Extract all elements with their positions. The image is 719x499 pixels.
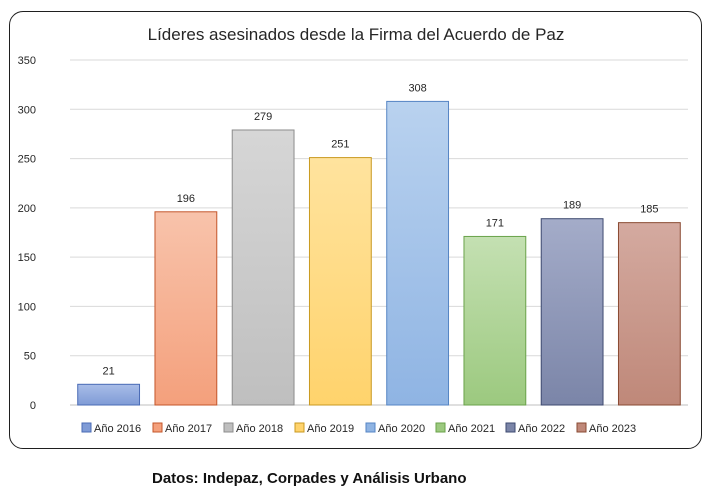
bar-a-o-2020 [386, 100, 450, 406]
legend-swatch [81, 422, 92, 433]
chart-title: Líderes asesinados desde la Firma del Ac… [148, 25, 565, 44]
legend-label: Año 2018 [236, 423, 283, 435]
y-tick-label: 350 [18, 55, 36, 67]
bars [77, 100, 681, 406]
data-label: 196 [177, 193, 195, 205]
data-label: 189 [563, 200, 581, 212]
bar-a-o-2019 [308, 157, 372, 406]
legend: Año 2016 Año 2017 Año 2018 Año 2019 Año 2020… [81, 422, 636, 435]
legend-swatch [152, 422, 163, 433]
legend-label: Año 2023 [589, 423, 636, 435]
data-label: 21 [103, 365, 115, 377]
legend-swatch [505, 422, 516, 433]
y-axis-ticks: 0 50 100 150 200 250 300 350 [18, 55, 36, 412]
data-label: 171 [486, 217, 504, 229]
bar-a-o-2016 [77, 383, 141, 406]
source-note: Datos: Indepaz, Corpades y Análisis Urba… [152, 470, 467, 487]
y-tick-label: 300 [18, 104, 36, 116]
legend-label: Año 2017 [165, 423, 212, 435]
y-tick-label: 200 [18, 203, 36, 215]
legend-swatch [294, 422, 305, 433]
bar-a-o-2017 [154, 211, 218, 406]
bar-a-o-2023 [617, 222, 681, 406]
legend-swatch [223, 422, 234, 433]
legend-label: Año 2019 [307, 423, 354, 435]
legend-label: Año 2016 [94, 423, 141, 435]
y-tick-label: 50 [24, 351, 36, 363]
legend-label: Año 2020 [378, 423, 425, 435]
legend-swatch [435, 422, 446, 433]
data-label: 185 [640, 204, 658, 216]
y-tick-label: 0 [30, 400, 36, 412]
data-label: 279 [254, 111, 272, 123]
y-tick-label: 150 [18, 252, 36, 264]
data-label: 308 [408, 82, 426, 94]
legend-label: Año 2021 [448, 423, 495, 435]
bar-chart: Líderes asesinados desde la Firma del Ac… [18, 25, 688, 435]
y-tick-label: 250 [18, 154, 36, 166]
data-label: 251 [331, 139, 349, 151]
legend-swatch [576, 422, 587, 433]
bar-a-o-2021 [463, 235, 527, 406]
bar-a-o-2022 [540, 218, 604, 406]
data-labels: 21 196 279 251 308 171 189 185 [103, 82, 659, 377]
y-tick-label: 100 [18, 301, 36, 313]
legend-swatch [365, 422, 376, 433]
bar-a-o-2018 [231, 129, 295, 406]
legend-label: Año 2022 [518, 423, 565, 435]
